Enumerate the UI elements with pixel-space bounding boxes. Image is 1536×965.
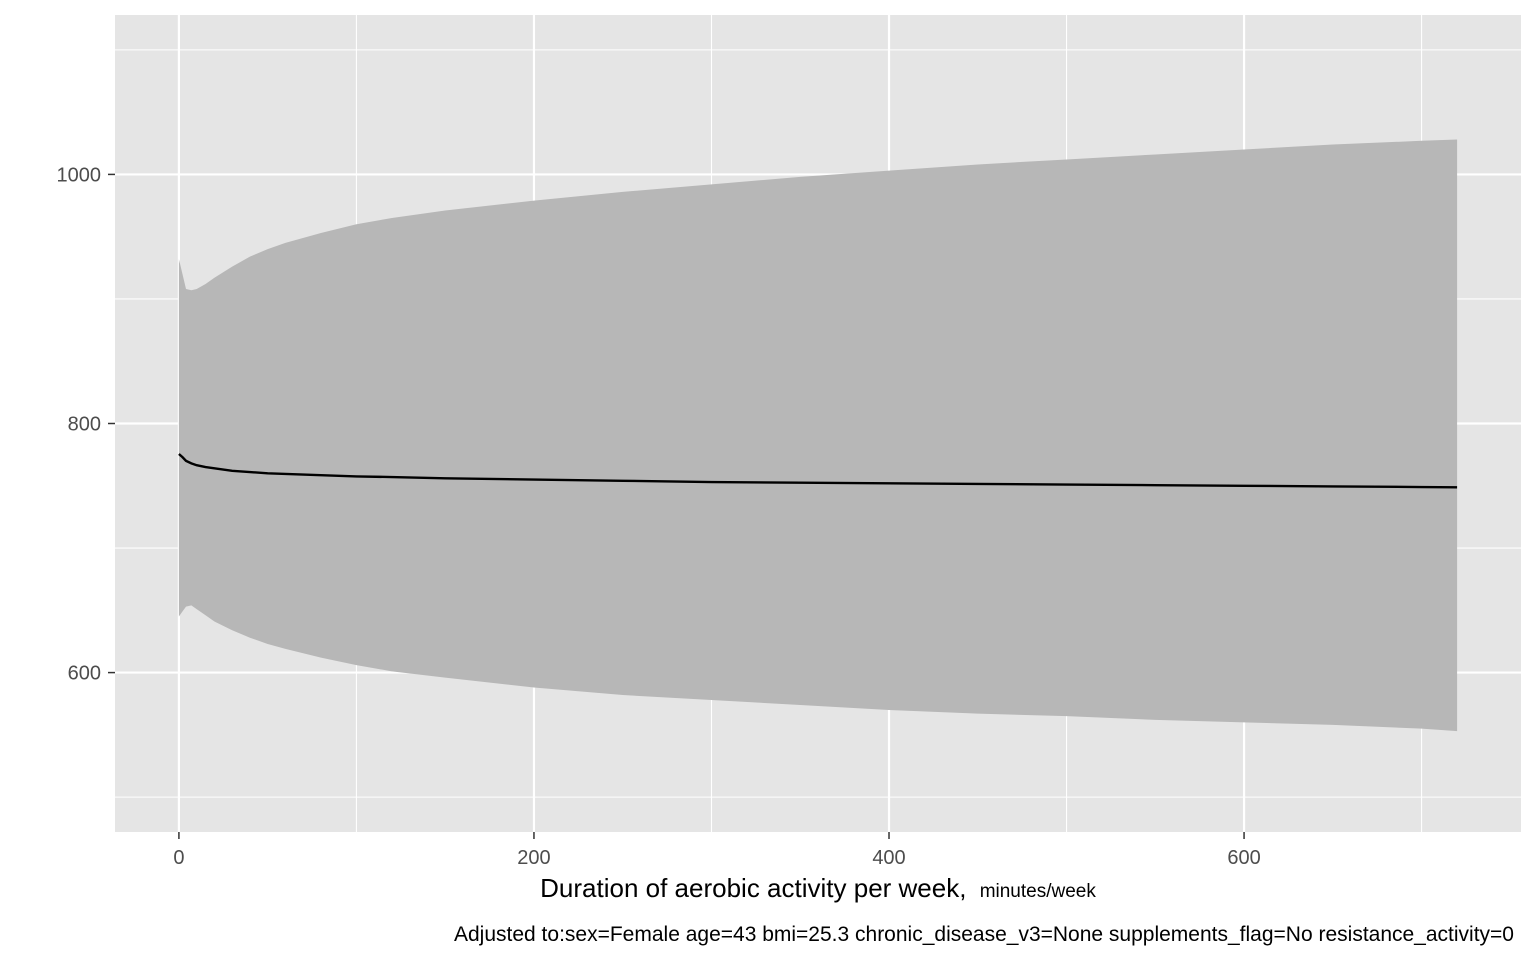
fitted-line — [178, 453, 1458, 489]
x-axis-title-unit: minutes/week — [980, 881, 1097, 902]
x-tick-label: 600 — [1227, 847, 1260, 869]
chart-caption: Adjusted to:sex=Female age=43 bmi=25.3 c… — [454, 923, 1514, 946]
x-tick-label: 200 — [517, 847, 550, 869]
y-tick-label: 600 — [68, 663, 101, 685]
x-axis-title-main: Duration of aerobic activity per week, — [540, 873, 966, 903]
y-tick-label: 1000 — [57, 164, 102, 186]
x-axis-title: Duration of aerobic activity per week, m… — [540, 873, 1096, 903]
x-tick-label: 0 — [173, 847, 184, 869]
confidence-band — [178, 139, 1458, 732]
x-axis: 0 200 400 600 — [173, 832, 1261, 869]
x-tick-label: 400 — [872, 847, 905, 869]
y-axis: 600 800 1000 — [57, 164, 115, 685]
y-tick-label: 800 — [68, 414, 101, 436]
